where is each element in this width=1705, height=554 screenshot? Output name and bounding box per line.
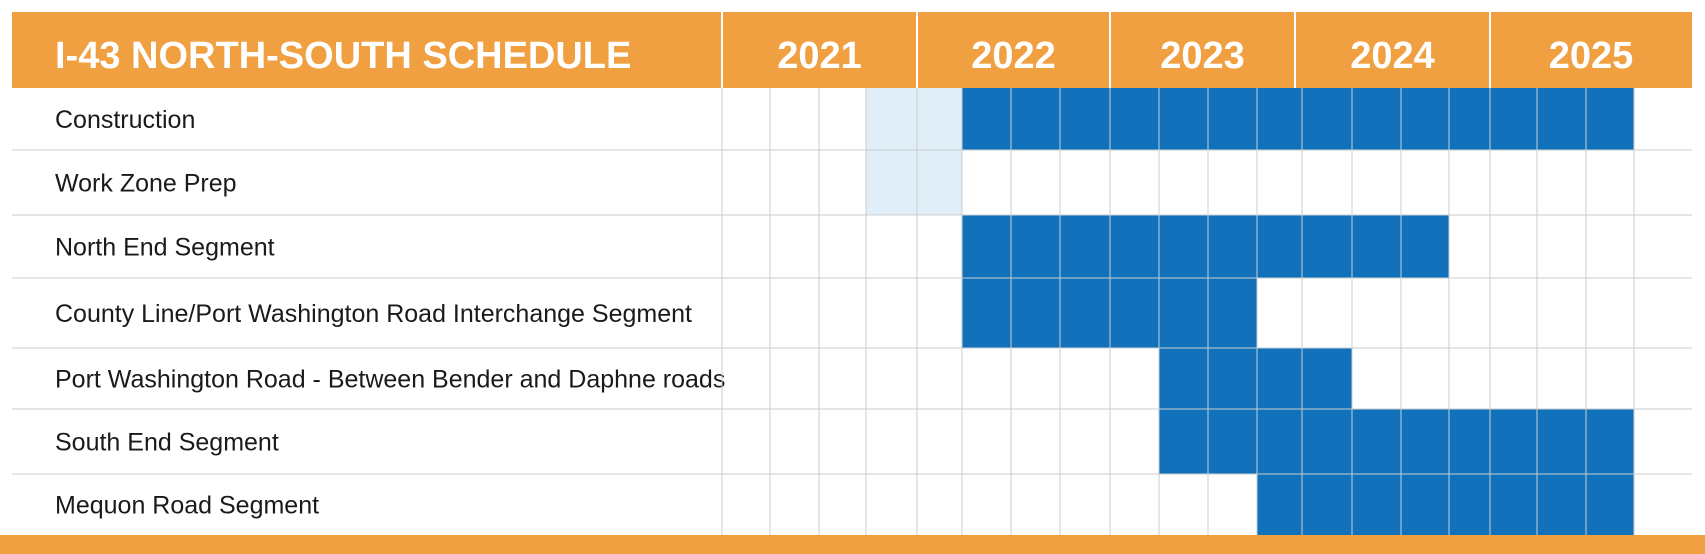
task-label: Construction: [55, 106, 195, 134]
task-row: Work Zone Prep: [55, 150, 962, 215]
task-row: County Line/Port Washington Road Interch…: [55, 278, 1257, 348]
year-label-2023: 2023: [1160, 35, 1245, 77]
task-row: Mequon Road Segment: [55, 474, 1634, 535]
footer-band: [0, 535, 1705, 554]
task-label: Mequon Road Segment: [55, 492, 319, 520]
active-period-bar: [1159, 409, 1634, 474]
task-row: South End Segment: [55, 409, 1634, 474]
task-label: County Line/Port Washington Road Interch…: [55, 300, 692, 328]
task-row: Port Washington Road - Between Bender an…: [55, 348, 1352, 409]
active-period-bar: [1257, 474, 1634, 535]
chart-title: I-43 NORTH-SOUTH SCHEDULE: [55, 35, 631, 77]
header-band: [12, 12, 1692, 88]
task-label: South End Segment: [55, 429, 279, 457]
task-row: North End Segment: [55, 215, 1449, 278]
planned-period-cell: [866, 150, 962, 215]
year-label-2024: 2024: [1350, 35, 1435, 77]
active-period-bar: [962, 215, 1449, 278]
task-label: Port Washington Road - Between Bender an…: [55, 366, 725, 394]
active-period-bar: [1159, 348, 1352, 409]
year-label-2025: 2025: [1549, 35, 1634, 77]
task-row: Construction: [55, 88, 1634, 150]
year-label-2021: 2021: [777, 35, 862, 77]
task-label: Work Zone Prep: [55, 170, 237, 198]
year-label-2022: 2022: [971, 35, 1056, 77]
task-label: North End Segment: [55, 234, 275, 262]
active-period-bar: [962, 88, 1634, 150]
planned-period-cell: [866, 88, 962, 150]
